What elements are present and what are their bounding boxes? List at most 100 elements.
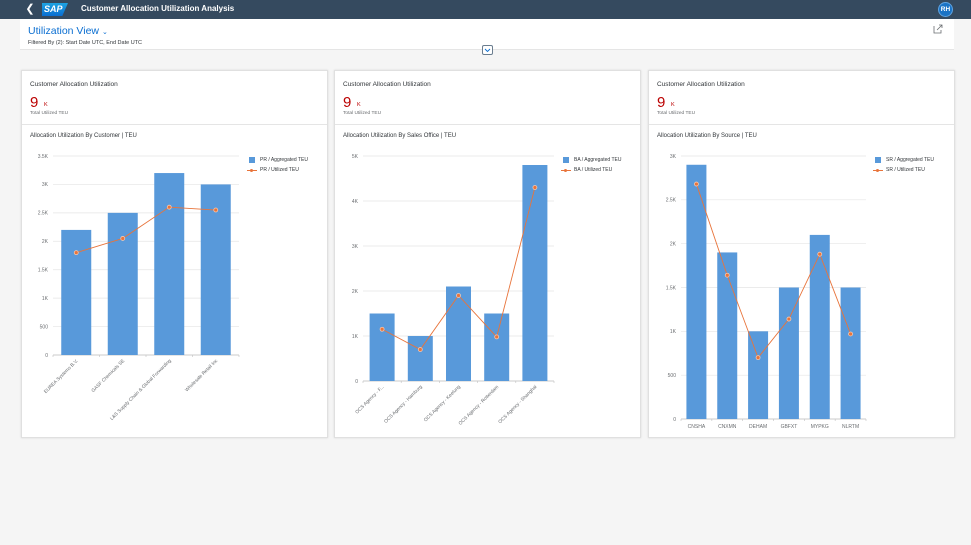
bar[interactable]: [522, 165, 548, 381]
kpi-value: 9: [657, 94, 666, 111]
filter-summary: Filtered By (2): Start Date UTC, End Dat…: [28, 40, 143, 46]
chart-legend: PR / Aggregated TEU PR / Utilized TEU: [247, 155, 308, 175]
line-swatch-icon: [561, 167, 571, 173]
svg-text:3K: 3K: [42, 182, 49, 188]
line-point[interactable]: [73, 250, 79, 256]
app-title: Customer Allocation Utilization Analysis: [81, 4, 235, 13]
svg-text:3K: 3K: [670, 154, 677, 160]
line-point[interactable]: [120, 236, 126, 241]
bar[interactable]: [748, 331, 769, 419]
line-swatch-icon: [873, 167, 883, 173]
x-axis-label: OCS Agency - Rotterdam: [458, 384, 501, 427]
line-point[interactable]: [213, 207, 219, 213]
svg-text:1.5K: 1.5K: [666, 285, 677, 291]
bar[interactable]: [369, 313, 395, 382]
line-point[interactable]: [694, 181, 699, 187]
bar[interactable]: [446, 286, 471, 382]
svg-text:3K: 3K: [352, 244, 359, 250]
x-axis-label: GASF Chemicals SE: [90, 358, 126, 394]
bar-swatch-icon: [249, 157, 255, 163]
legend-item-line[interactable]: BA / Utilized TEU: [561, 165, 621, 175]
kpi-unit: K: [671, 102, 675, 108]
legend-item-bar[interactable]: BA / Aggregated TEU: [561, 155, 621, 165]
bar[interactable]: [107, 212, 138, 355]
line-point[interactable]: [786, 316, 792, 322]
svg-text:2K: 2K: [352, 289, 359, 295]
sap-logo[interactable]: SAP: [42, 3, 68, 16]
kpi-value: 9: [343, 94, 352, 111]
bar[interactable]: [778, 287, 799, 420]
page-header: Utilization View ⌄ Filtered By (2): Start…: [20, 19, 954, 50]
bar[interactable]: [407, 336, 433, 381]
kpi-subtitle: Total Utilized TEU: [30, 111, 69, 116]
bar[interactable]: [200, 184, 231, 355]
variant-selector[interactable]: Utilization View ⌄: [28, 25, 108, 37]
svg-text:2.5K: 2.5K: [666, 198, 677, 204]
bar[interactable]: [686, 164, 707, 419]
svg-text:500: 500: [668, 373, 677, 379]
svg-text:2K: 2K: [670, 241, 677, 247]
bar[interactable]: [840, 287, 861, 420]
line-point[interactable]: [724, 272, 730, 278]
chevron-down-icon: ⌄: [102, 29, 108, 36]
chevron-down-icon: [484, 48, 491, 52]
kpi-unit: K: [44, 102, 48, 108]
legend-item-line[interactable]: PR / Utilized TEU: [247, 165, 308, 175]
view-title: Utilization View: [28, 25, 100, 37]
line-point[interactable]: [817, 251, 823, 257]
avatar[interactable]: RH: [938, 2, 953, 17]
svg-text:4K: 4K: [352, 199, 359, 205]
kpi-unit: K: [357, 102, 361, 108]
share-icon[interactable]: [933, 24, 943, 34]
chart-title: Allocation Utilization By Sales Office |…: [343, 133, 457, 139]
chart-title: Allocation Utilization By Source | TEU: [657, 133, 757, 139]
line-point[interactable]: [166, 204, 172, 210]
line-point[interactable]: [532, 185, 538, 190]
x-axis-label: MYPKG: [811, 424, 829, 430]
svg-text:1.5K: 1.5K: [38, 268, 49, 274]
line-point[interactable]: [848, 331, 853, 337]
x-axis-label: DEHAM: [749, 424, 767, 430]
line-point[interactable]: [456, 293, 461, 298]
x-axis-label: GBFXT: [781, 424, 798, 430]
kpi-title: Customer Allocation Utilization: [30, 81, 118, 88]
svg-text:0: 0: [45, 353, 48, 359]
legend-item-bar[interactable]: PR / Aggregated TEU: [247, 155, 308, 165]
combo-chart[interactable]: 0 500 1K 1.5K 2K 2.5K 3K 3.5K EUREA Systems B.V.…: [22, 145, 329, 435]
card-by-customer[interactable]: Customer Allocation Utilization 9 K Tota…: [21, 70, 328, 438]
bar-swatch-icon: [563, 157, 569, 163]
svg-text:5K: 5K: [352, 154, 359, 160]
line-point[interactable]: [755, 355, 761, 361]
bar[interactable]: [809, 234, 830, 419]
chart-legend: SR / Aggregated TEU SR / Utilized TEU: [873, 155, 934, 175]
kpi-subtitle: Total Utilized TEU: [343, 111, 382, 116]
svg-text:1K: 1K: [42, 296, 49, 302]
combo-chart[interactable]: 0 500 1K 1.5K 2K 2.5K 3K CNSHA CNXMN DEHAM GBFXT MY…: [649, 145, 956, 435]
card-by-sales-office[interactable]: Customer Allocation Utilization 9 K Tota…: [334, 70, 641, 438]
chart-legend: BA / Aggregated TEU BA / Utilized TEU: [561, 155, 621, 175]
bar[interactable]: [154, 173, 185, 355]
divider: [649, 124, 954, 125]
bar[interactable]: [61, 229, 92, 355]
kpi-value: 9: [30, 94, 39, 111]
line-point[interactable]: [379, 326, 385, 332]
back-button[interactable]: ❮: [25, 3, 35, 15]
line-point[interactable]: [417, 347, 423, 352]
x-axis-label: EUREA Systems B.V.: [43, 358, 80, 395]
bar[interactable]: [717, 252, 738, 419]
svg-text:1K: 1K: [352, 334, 359, 340]
bar[interactable]: [484, 313, 510, 382]
x-axis-label: NLRTM: [842, 424, 859, 430]
chart-title: Allocation Utilization By Customer | TEU: [30, 133, 137, 139]
legend-item-line[interactable]: SR / Utilized TEU: [873, 165, 934, 175]
x-axis-label: OCS Agency - Keelung: [423, 384, 462, 423]
legend-item-bar[interactable]: SR / Aggregated TEU: [873, 155, 934, 165]
x-axis-label: CNSHA: [688, 424, 706, 430]
card-by-source[interactable]: Customer Allocation Utilization 9 K Tota…: [648, 70, 955, 438]
kpi-title: Customer Allocation Utilization: [343, 81, 431, 88]
svg-text:0: 0: [355, 379, 358, 385]
collapse-header-button[interactable]: [482, 45, 493, 55]
line-point[interactable]: [494, 334, 500, 340]
svg-text:500: 500: [40, 324, 49, 330]
